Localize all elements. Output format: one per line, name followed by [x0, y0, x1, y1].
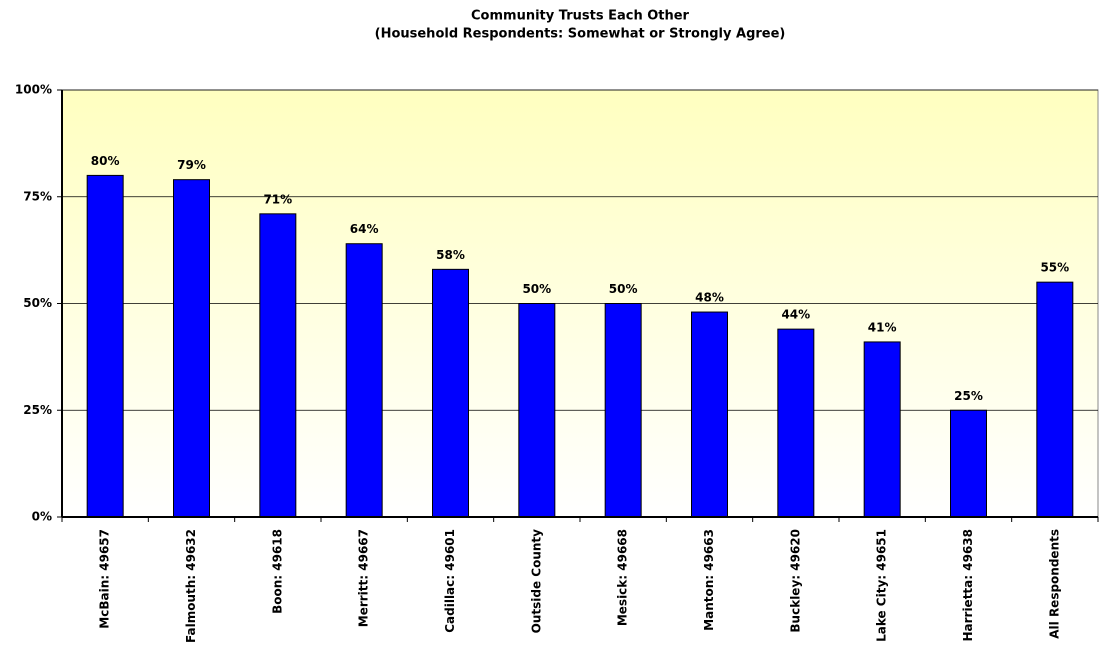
data-label: 79%: [177, 158, 206, 172]
x-tick-label: Buckley: 49620: [788, 529, 802, 633]
chart-subtitle: (Household Respondents: Somewhat or Stro…: [375, 27, 786, 42]
x-tick-label: Harrietta: 49638: [961, 529, 975, 642]
x-tick-label: McBain: 49657: [98, 529, 112, 629]
bar: [173, 179, 210, 518]
x-tick-label: Boon: 49618: [270, 529, 284, 614]
x-tick-label: Merritt: 49667: [357, 529, 371, 627]
bar: [518, 303, 556, 518]
x-tick-label: Manton: 49663: [702, 529, 716, 631]
y-tick-label: 50%: [23, 296, 52, 310]
data-label: 80%: [91, 154, 120, 168]
data-label: 48%: [695, 291, 724, 305]
y-tick-label: 75%: [23, 189, 52, 203]
data-label: 41%: [868, 320, 897, 334]
x-tick-label: Mesick: 49668: [616, 529, 630, 626]
bar: [691, 311, 728, 518]
data-label: 50%: [609, 282, 638, 296]
y-tick-label: 100%: [15, 83, 52, 97]
chart-title: Community Trusts Each Other: [471, 9, 690, 24]
bar: [604, 303, 642, 518]
bar: [259, 213, 297, 518]
x-tick-label: Lake City: 49651: [875, 529, 889, 642]
bar: [86, 174, 124, 518]
y-tick-label: 25%: [23, 403, 52, 417]
bar: [950, 409, 987, 518]
bar: [777, 328, 815, 518]
data-label: 50%: [522, 282, 551, 296]
x-tick-label: All Respondents: [1047, 529, 1061, 639]
data-label: 44%: [781, 308, 810, 322]
data-label: 55%: [1040, 261, 1069, 275]
bar: [863, 341, 901, 518]
x-tick-label: Outside County: [529, 529, 543, 634]
bar: [432, 268, 469, 518]
x-tick-label: Falmouth: 49632: [184, 529, 198, 643]
data-label: 71%: [263, 192, 292, 206]
x-tick-label: Cadillac: 49601: [443, 529, 457, 633]
data-label: 25%: [954, 389, 983, 403]
data-label: 64%: [350, 222, 379, 236]
bar: [1036, 281, 1074, 518]
bar: [345, 243, 383, 518]
data-label: 58%: [436, 248, 465, 262]
y-tick-label: 0%: [32, 510, 52, 524]
